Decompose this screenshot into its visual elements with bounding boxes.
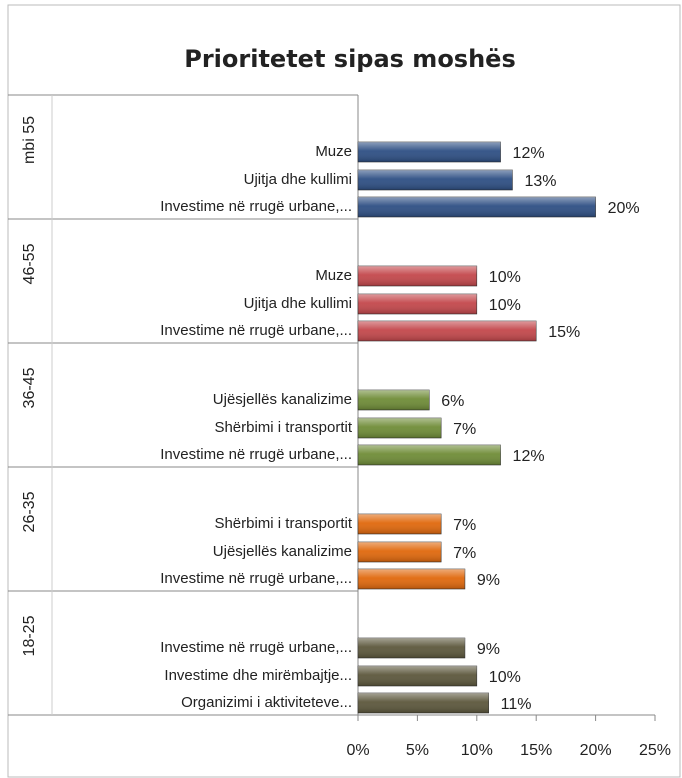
category-label: Shërbimi i transportit [214,515,352,532]
x-tick-label: 10% [461,742,493,759]
category-label: Shërbimi i transportit [214,419,352,436]
category-label: Investime në rrugë urbane,... [160,198,352,215]
bar-gloss [358,142,501,162]
bar-gloss [358,693,489,713]
value-label: 13% [524,173,556,190]
category-label: Investime në rrugë urbane,... [160,446,352,463]
group-label: 36-45 [21,367,38,408]
x-tick-label: 0% [346,742,369,759]
frame [7,4,681,778]
value-label: 9% [477,572,500,589]
group-label: 18-25 [21,615,38,656]
bar-gloss [358,514,442,534]
category-label: Investime në rrugë urbane,... [160,639,352,656]
value-label: 12% [513,145,545,162]
bar-gloss [358,321,537,341]
bar-gloss [358,569,465,589]
x-tick-label: 20% [580,742,612,759]
value-label: 10% [489,669,521,686]
group-label: 26-35 [21,491,38,532]
x-tick-label: 5% [406,742,429,759]
value-label: 7% [453,421,476,438]
bar-gloss [358,390,430,410]
bar-gloss [358,445,501,465]
category-label: Organizimi i aktiviteteve... [181,694,352,711]
category-label: Muze [315,267,352,284]
category-label: Investime në rrugë urbane,... [160,322,352,339]
value-label: 11% [501,696,532,713]
bar-gloss [358,197,596,217]
value-label: 10% [489,269,521,286]
category-label: Ujitja dhe kullimi [244,171,352,188]
bar-gloss [358,418,442,438]
value-label: 9% [477,641,500,658]
value-label: 12% [513,448,545,465]
group-label: mbi 55 [21,116,38,164]
category-label: Investime dhe mirëmbajtje... [164,667,352,684]
category-label: Muze [315,143,352,160]
value-label: 6% [441,393,464,410]
value-label: 20% [608,200,640,217]
group-label: 46-55 [21,243,38,284]
x-tick-label: 15% [520,742,552,759]
value-label: 10% [489,297,521,314]
bar-gloss [358,542,442,562]
value-label: 7% [453,517,476,534]
x-tick-label: 25% [639,742,671,759]
category-label: Ujësjellës kanalizime [213,391,352,408]
bar-gloss [358,294,477,314]
category-label: Investime në rrugë urbane,... [160,570,352,587]
bar-gloss [358,170,513,190]
category-label: Ujitja dhe kullimi [244,295,352,312]
bar-gloss [358,638,465,658]
value-label: 7% [453,545,476,562]
bar-gloss [358,666,477,686]
category-label: Ujësjellës kanalizime [213,543,352,560]
chart-title: Prioritetet sipas moshës [184,45,516,73]
bar-gloss [358,266,477,286]
value-label: 15% [548,324,580,341]
